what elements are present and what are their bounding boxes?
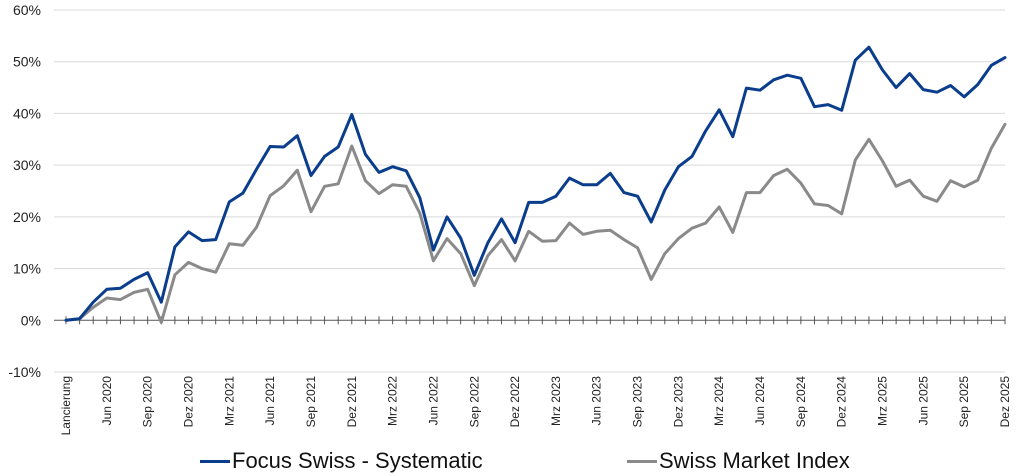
series-lines — [64, 45, 1007, 324]
legend-item-focus-swiss: Focus Swiss - Systematic — [200, 448, 483, 474]
x-tick-label: Mrz 2021 — [222, 376, 236, 426]
x-tick-label: Sep 2024 — [794, 376, 808, 428]
x-tick-label: Sep 2020 — [141, 376, 155, 428]
x-tick-label: Mrz 2022 — [386, 376, 400, 426]
legend-label-smi: Swiss Market Index — [659, 448, 850, 473]
legend-label-focus-swiss: Focus Swiss - Systematic — [232, 448, 483, 473]
y-tick-label: 40% — [13, 105, 41, 121]
y-tick-label: 60% — [13, 2, 41, 18]
x-tick-label: Dez 2025 — [998, 376, 1012, 428]
y-tick-label: 0% — [21, 312, 41, 328]
x-tick-label: Lancierung — [59, 376, 73, 435]
x-tick-label: Dez 2020 — [181, 376, 195, 428]
x-tick-label: Jun 2024 — [753, 376, 767, 426]
y-tick-label: 20% — [13, 209, 41, 225]
x-tick-label: Jun 2020 — [100, 376, 114, 426]
legend: Focus Swiss - Systematic Swiss Market In… — [0, 448, 1024, 476]
x-tick-label: Jun 2021 — [263, 376, 277, 426]
x-tick-label: Sep 2025 — [957, 376, 971, 428]
x-tick-label: Dez 2023 — [671, 376, 685, 428]
x-tick-label: Sep 2023 — [631, 376, 645, 428]
x-tick-label: Jun 2023 — [590, 376, 604, 426]
x-tick-label: Mrz 2023 — [549, 376, 563, 426]
x-axis-tick-labels: Lancierung Jun 2020 Sep 2020 Dez 2020 Mrz 20… — [59, 376, 1012, 436]
x-tick-label: Mrz 2024 — [712, 376, 726, 426]
x-tick-label: Sep 2021 — [304, 376, 318, 428]
x-tick-label: Dez 2021 — [345, 376, 359, 428]
legend-item-smi: Swiss Market Index — [627, 448, 850, 474]
x-tick-label: Jun 2022 — [426, 376, 440, 426]
legend-swatch-smi — [627, 459, 657, 463]
legend-swatch-focus-swiss — [200, 459, 230, 463]
x-tick-label: Sep 2022 — [467, 376, 481, 428]
y-tick-label: 10% — [13, 261, 41, 277]
x-axis — [54, 316, 1006, 325]
y-axis-tick-labels: -10% 0% 10% 20% 30% 40% 50% 60% — [8, 2, 41, 380]
gridlines — [54, 9, 1005, 373]
x-tick-label: Dez 2022 — [508, 376, 522, 428]
x-tick-label: Mrz 2025 — [876, 376, 890, 426]
series-line-swiss-market-index — [64, 122, 1007, 324]
y-tick-label: 30% — [13, 157, 41, 173]
series-line-focus-swiss-systematic — [64, 45, 1007, 322]
line-chart: -10% 0% 10% 20% 30% 40% 50% 60% Lancierung Jun 2… — [8, 2, 1012, 436]
y-tick-label: 50% — [13, 54, 41, 70]
x-tick-label: Dez 2024 — [835, 376, 849, 428]
x-tick-label: Jun 2025 — [916, 376, 930, 426]
y-tick-label: -10% — [8, 364, 41, 380]
